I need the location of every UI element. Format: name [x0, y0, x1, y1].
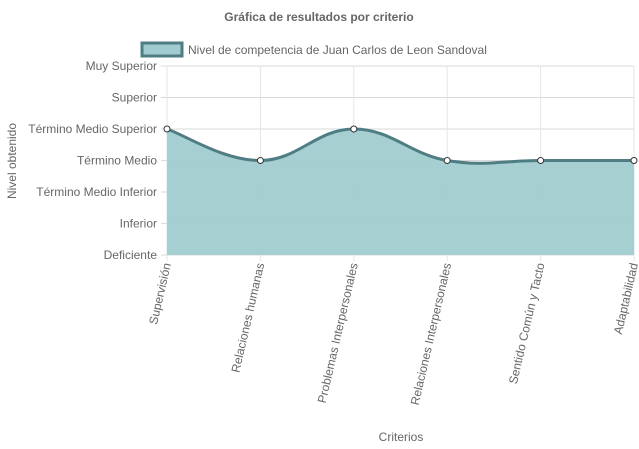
data-point[interactable]: [443, 157, 451, 164]
x-tick-label: Problemas Interpersonales: [315, 262, 361, 405]
y-tick-label: Superior: [112, 91, 157, 105]
y-tick-label: Inferior: [120, 217, 157, 231]
data-point[interactable]: [163, 125, 171, 133]
legend-label: Nivel de competencia de Juan Carlos de L…: [188, 43, 487, 57]
x-tick-label: Relaciones Interpersonales: [408, 262, 454, 407]
data-point[interactable]: [630, 157, 638, 164]
x-tick-label: Sentido Común y Tacto: [506, 261, 548, 385]
x-tick-label: Supervisión: [146, 262, 174, 326]
y-tick-label: Deficiente: [104, 248, 158, 262]
series-area-fill: [167, 129, 634, 255]
x-tick-label: Adaptabilidad: [611, 262, 639, 336]
data-point[interactable]: [350, 125, 358, 133]
data-point[interactable]: [537, 157, 545, 164]
y-axis-label: Nivel obtenido: [5, 123, 19, 199]
y-tick-label: Término Medio: [77, 154, 157, 168]
legend-swatch: [140, 41, 184, 58]
series-line: [166, 127, 634, 165]
y-tick-label: Muy Superior: [86, 59, 157, 73]
legend[interactable]: Nivel de competencia de Juan Carlos de L…: [140, 41, 487, 58]
y-tick-labels: Deficiente Inferior Término Medio Inferior…: [28, 59, 157, 262]
x-tick-label: Relaciones humanas: [228, 262, 267, 374]
data-point[interactable]: [256, 157, 264, 164]
y-tick-label: Término Medio Inferior: [36, 185, 157, 199]
x-axis-label: Criterios: [379, 430, 424, 444]
chart-title: Gráfica de resultados por criterio: [224, 10, 413, 24]
series-area: [163, 125, 638, 255]
y-tick-label: Término Medio Superior: [28, 122, 157, 136]
x-tick-labels: Supervisión Relaciones humanas Problemas I…: [146, 261, 639, 406]
